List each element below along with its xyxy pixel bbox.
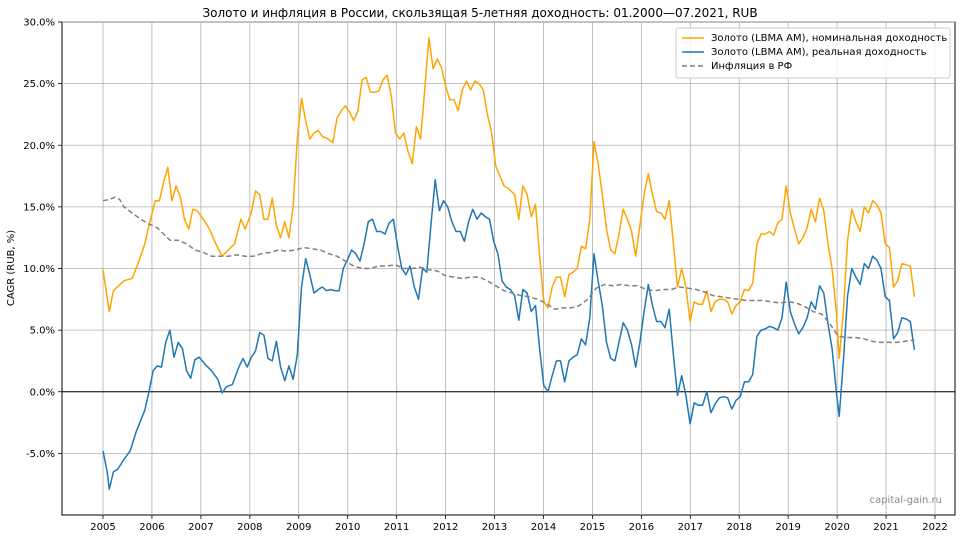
legend: Золото (LBMA AM), номинальная доходность… xyxy=(675,27,951,79)
x-tick-label: 2016 xyxy=(629,522,654,533)
series-line-2 xyxy=(102,196,915,344)
y-tick-label: 10.0% xyxy=(23,264,55,275)
legend-label-inflation: Инфляция в РФ xyxy=(711,61,793,72)
x-tick-label: 2007 xyxy=(188,522,213,533)
x-axis-ticks: 2005 2006 2007 2008 2009 2010 2011 2012 2013 2014… xyxy=(90,515,948,533)
x-tick-label: 2008 xyxy=(237,522,262,533)
y-tick-label: 0.0% xyxy=(30,387,55,398)
y-axis-ticks: -5.0% 0.0% 5.0% 10.0% 15.0% 20.0% 25.0% 30.0% xyxy=(23,18,62,460)
y-tick-label: 30.0% xyxy=(23,18,55,29)
series-layer xyxy=(102,37,916,490)
x-tick-label: 2018 xyxy=(727,522,752,533)
series-line-0 xyxy=(102,37,916,360)
grid-layer xyxy=(62,21,955,515)
x-tick-label: 2005 xyxy=(90,522,115,533)
x-tick-label: 2010 xyxy=(335,522,360,533)
x-tick-label: 2014 xyxy=(531,522,556,533)
x-tick-label: 2012 xyxy=(433,522,458,533)
x-tick-label: 2021 xyxy=(873,522,898,533)
y-axis-label: CAGR (RUB, %) xyxy=(6,230,17,306)
x-tick-label: 2015 xyxy=(580,522,605,533)
chart-title: Золото и инфляция в России, скользящая 5… xyxy=(202,6,757,20)
legend-label-nominal: Золото (LBMA AM), номинальная доходность xyxy=(711,33,947,44)
y-tick-label: 5.0% xyxy=(30,326,55,337)
x-tick-label: 2011 xyxy=(384,522,409,533)
x-tick-label: 2017 xyxy=(678,522,703,533)
x-tick-label: 2019 xyxy=(775,522,800,533)
x-tick-label: 2013 xyxy=(482,522,507,533)
x-tick-label: 2009 xyxy=(286,522,311,533)
x-tick-label: 2020 xyxy=(824,522,849,533)
y-tick-label: 25.0% xyxy=(23,79,55,90)
watermark: capital-gain.ru xyxy=(870,495,942,506)
legend-box xyxy=(675,27,951,79)
y-tick-label: 20.0% xyxy=(23,141,55,152)
series-line-1 xyxy=(102,179,916,490)
x-tick-label: 2006 xyxy=(139,522,164,533)
x-tick-label: 2022 xyxy=(922,522,947,533)
y-tick-label: -5.0% xyxy=(26,449,55,460)
legend-label-real: Золото (LBMA AM), реальная доходность xyxy=(711,47,927,58)
y-tick-label: 15.0% xyxy=(23,202,55,213)
